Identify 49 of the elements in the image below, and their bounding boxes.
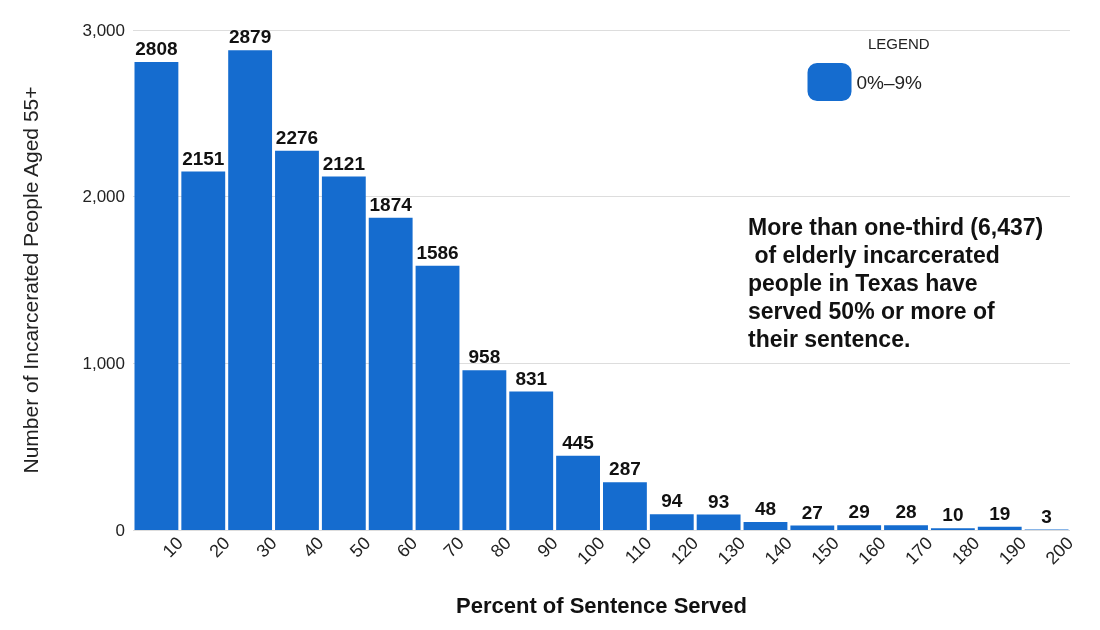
data-label: 831 <box>515 367 548 389</box>
x-tick-label: 90 <box>533 532 562 562</box>
x-tick-label: 30 <box>252 532 281 562</box>
data-label: 1586 <box>416 241 459 263</box>
x-tick-label: 70 <box>439 532 469 562</box>
data-label: 445 <box>562 431 595 453</box>
x-tick-label: 200 <box>1041 532 1078 569</box>
x-axis-title: Percent of Sentence Served <box>455 592 748 618</box>
data-label: 94 <box>661 490 683 512</box>
x-tick-label: 20 <box>205 532 234 562</box>
x-tick-label: 60 <box>392 532 422 562</box>
data-label: 287 <box>609 458 641 480</box>
data-label: 19 <box>989 502 1011 524</box>
x-tick-label: 150 <box>807 532 843 569</box>
data-label: 48 <box>754 498 777 519</box>
data-label: 2879 <box>228 26 272 48</box>
x-tick-label: 100 <box>573 532 609 569</box>
annotation: More than one-third (6,437) of elderly incarcerated people in Texas have served 50% or more of their sentence. <box>748 214 1044 352</box>
x-tick-label: 120 <box>666 532 703 569</box>
y-tick-label: 3,000 <box>82 20 125 40</box>
x-tick-label: 160 <box>854 532 890 569</box>
data-label: 93 <box>708 490 730 512</box>
x-tick-label: 40 <box>299 532 328 562</box>
data-label: 27 <box>801 501 823 523</box>
x-tick-label: 140 <box>760 532 796 569</box>
data-label: 2151 <box>182 147 225 169</box>
data-label: 28 <box>895 501 917 523</box>
x-tick-label: 80 <box>486 532 515 562</box>
data-label: 958 <box>468 346 501 368</box>
x-tick-label: 50 <box>346 532 375 562</box>
y-tick-label: 0 <box>115 520 125 540</box>
data-label: 10 <box>942 504 964 526</box>
x-tick-label: 110 <box>621 532 656 568</box>
x-tick-label: 190 <box>994 532 1031 569</box>
x-tick-label: 170 <box>901 532 937 569</box>
y-tick-label: 1,000 <box>82 353 125 373</box>
legend-label: 0%–9% <box>856 71 923 93</box>
legend-title: LEGEND <box>868 35 930 52</box>
data-label: 2121 <box>322 152 366 174</box>
y-tick-label: 2,000 <box>82 187 125 207</box>
x-tick-label: 180 <box>948 532 984 569</box>
y-axis-title: Number of Incarcerated People Aged 55+ <box>19 86 42 474</box>
data-label: 3 <box>1041 505 1052 527</box>
data-label: 29 <box>848 501 870 523</box>
data-label: 1874 <box>369 193 413 215</box>
data-label: 2276 <box>275 126 319 148</box>
x-tick-label: 130 <box>713 532 750 569</box>
x-tick-label: 10 <box>158 532 187 562</box>
data-label: 2808 <box>135 38 178 59</box>
